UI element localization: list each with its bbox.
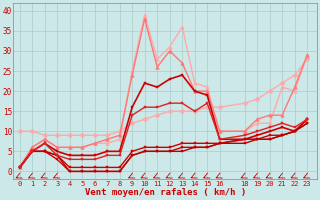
X-axis label: Vent moyen/en rafales ( km/h ): Vent moyen/en rafales ( km/h ) [85,188,246,197]
